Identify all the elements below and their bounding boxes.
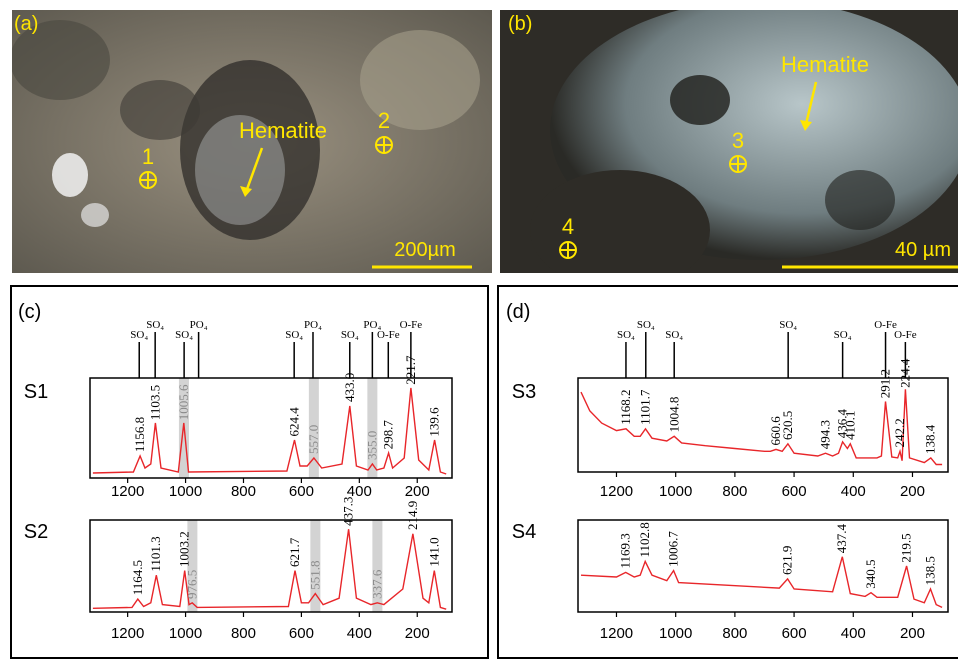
band-label: O-Fe bbox=[894, 329, 917, 341]
series-name: S4 bbox=[512, 521, 536, 543]
band-label: SO₄ bbox=[285, 329, 303, 341]
panel-label: (d) bbox=[506, 301, 530, 323]
x-tick-label: 800 bbox=[231, 625, 256, 642]
band-label: SO₄ bbox=[665, 329, 683, 341]
point-label: 3 bbox=[732, 128, 744, 153]
peak-label: 410.1 bbox=[842, 411, 857, 440]
annotation: Hematite bbox=[239, 118, 327, 143]
peak-label: 242.2 bbox=[892, 418, 907, 447]
x-tick-label: 400 bbox=[841, 483, 866, 500]
band-label: SO₄ bbox=[146, 319, 164, 331]
panel-label: (c) bbox=[18, 301, 41, 323]
band-label: PO₄ bbox=[304, 319, 322, 331]
point-marker bbox=[140, 172, 156, 188]
peak-label: 1101.3 bbox=[148, 536, 163, 571]
point-label: 2 bbox=[378, 108, 390, 133]
x-tick-label: 400 bbox=[841, 625, 866, 642]
peak-label: 139.6 bbox=[427, 407, 442, 437]
peak-label: 551.8 bbox=[307, 560, 322, 589]
peak-label: 219.5 bbox=[899, 533, 914, 562]
band-label: SO₄ bbox=[779, 319, 797, 331]
peak-label: 624.4 bbox=[286, 407, 301, 437]
peak-label: 355.0 bbox=[364, 431, 379, 460]
peak-label: 340.5 bbox=[863, 560, 878, 589]
peak-label: 1156.8 bbox=[132, 417, 147, 452]
peak-label: 141.0 bbox=[426, 537, 441, 566]
x-tick-label: 200 bbox=[405, 483, 430, 500]
scale-bar-label: 200µm bbox=[394, 239, 456, 261]
peak-label: 1168.2 bbox=[618, 389, 633, 424]
annotation: Hematite bbox=[781, 52, 869, 77]
peak-label: 437.3 bbox=[341, 497, 356, 526]
point-marker bbox=[560, 242, 576, 258]
x-tick-label: 200 bbox=[900, 625, 925, 642]
peak-label: 621.7 bbox=[287, 537, 302, 567]
peak-label: 1006.7 bbox=[666, 531, 681, 567]
x-tick-label: 200 bbox=[900, 483, 925, 500]
x-tick-label: 1200 bbox=[600, 625, 633, 642]
peak-label: 1004.8 bbox=[666, 397, 681, 433]
peak-label: 437.4 bbox=[834, 523, 849, 553]
x-tick-label: 1200 bbox=[111, 483, 144, 500]
peak-label: 557.0 bbox=[306, 425, 321, 454]
peak-label: 1003.2 bbox=[177, 531, 192, 567]
peak-label: 1103.5 bbox=[148, 385, 163, 420]
x-tick-label: 600 bbox=[782, 483, 807, 500]
peak-label: 138.4 bbox=[923, 424, 938, 454]
peak-label: 1102.8 bbox=[637, 522, 652, 557]
x-tick-label: 800 bbox=[722, 483, 747, 500]
band-label: PO₄ bbox=[190, 319, 208, 331]
scale-bar-label: 40 µm bbox=[895, 239, 951, 261]
peak-label: 337.6 bbox=[369, 569, 384, 599]
point-marker bbox=[730, 156, 746, 172]
peak-label: 494.3 bbox=[817, 420, 832, 449]
peak-label: 298.7 bbox=[381, 420, 396, 450]
band-label: O-Fe bbox=[377, 329, 400, 341]
panel-label: (b) bbox=[508, 13, 532, 35]
peak-label: 620.5 bbox=[780, 411, 795, 440]
x-tick-label: 600 bbox=[782, 625, 807, 642]
x-tick-label: 800 bbox=[231, 483, 256, 500]
x-tick-label: 1200 bbox=[600, 483, 633, 500]
band-label: O-Fe bbox=[400, 319, 423, 331]
plot-frame bbox=[578, 520, 948, 612]
band-label: SO₄ bbox=[617, 329, 635, 341]
x-tick-label: 200 bbox=[405, 625, 430, 642]
point-label: 1 bbox=[142, 144, 154, 169]
panel-label: (a) bbox=[14, 13, 38, 35]
peak-label: 1005.6 bbox=[176, 384, 191, 420]
peak-label: 1169.3 bbox=[618, 533, 633, 568]
x-tick-label: 1000 bbox=[659, 625, 692, 642]
band-label: SO₄ bbox=[637, 319, 655, 331]
x-tick-label: 1000 bbox=[659, 483, 692, 500]
x-tick-label: 400 bbox=[347, 625, 372, 642]
peak-label: 621.9 bbox=[780, 546, 795, 575]
point-label: 4 bbox=[562, 214, 574, 239]
spectrum-line bbox=[581, 389, 942, 464]
x-tick-label: 1000 bbox=[169, 483, 202, 500]
spectrum-line bbox=[581, 557, 942, 608]
series-name: S1 bbox=[24, 381, 48, 403]
series-name: S2 bbox=[24, 521, 48, 543]
x-tick-label: 600 bbox=[289, 483, 314, 500]
peak-label: 214.9 bbox=[405, 501, 420, 530]
peak-label: 1101.7 bbox=[638, 389, 653, 425]
x-tick-label: 600 bbox=[289, 625, 314, 642]
spectrum-line bbox=[93, 529, 446, 609]
series-name: S3 bbox=[512, 381, 536, 403]
x-tick-label: 1200 bbox=[111, 625, 144, 642]
peak-label: 138.5 bbox=[923, 556, 938, 585]
x-tick-label: 800 bbox=[722, 625, 747, 642]
band-label: SO₄ bbox=[341, 329, 359, 341]
peak-label: 1164.5 bbox=[130, 560, 145, 595]
point-marker bbox=[376, 137, 392, 153]
x-tick-label: 1000 bbox=[169, 625, 202, 642]
figure: (a) Hematite 1 2 200µm (b) Hematite 3 4 … bbox=[0, 0, 958, 659]
band-label: SO₄ bbox=[834, 329, 852, 341]
peak-label: 976.5 bbox=[184, 570, 199, 599]
